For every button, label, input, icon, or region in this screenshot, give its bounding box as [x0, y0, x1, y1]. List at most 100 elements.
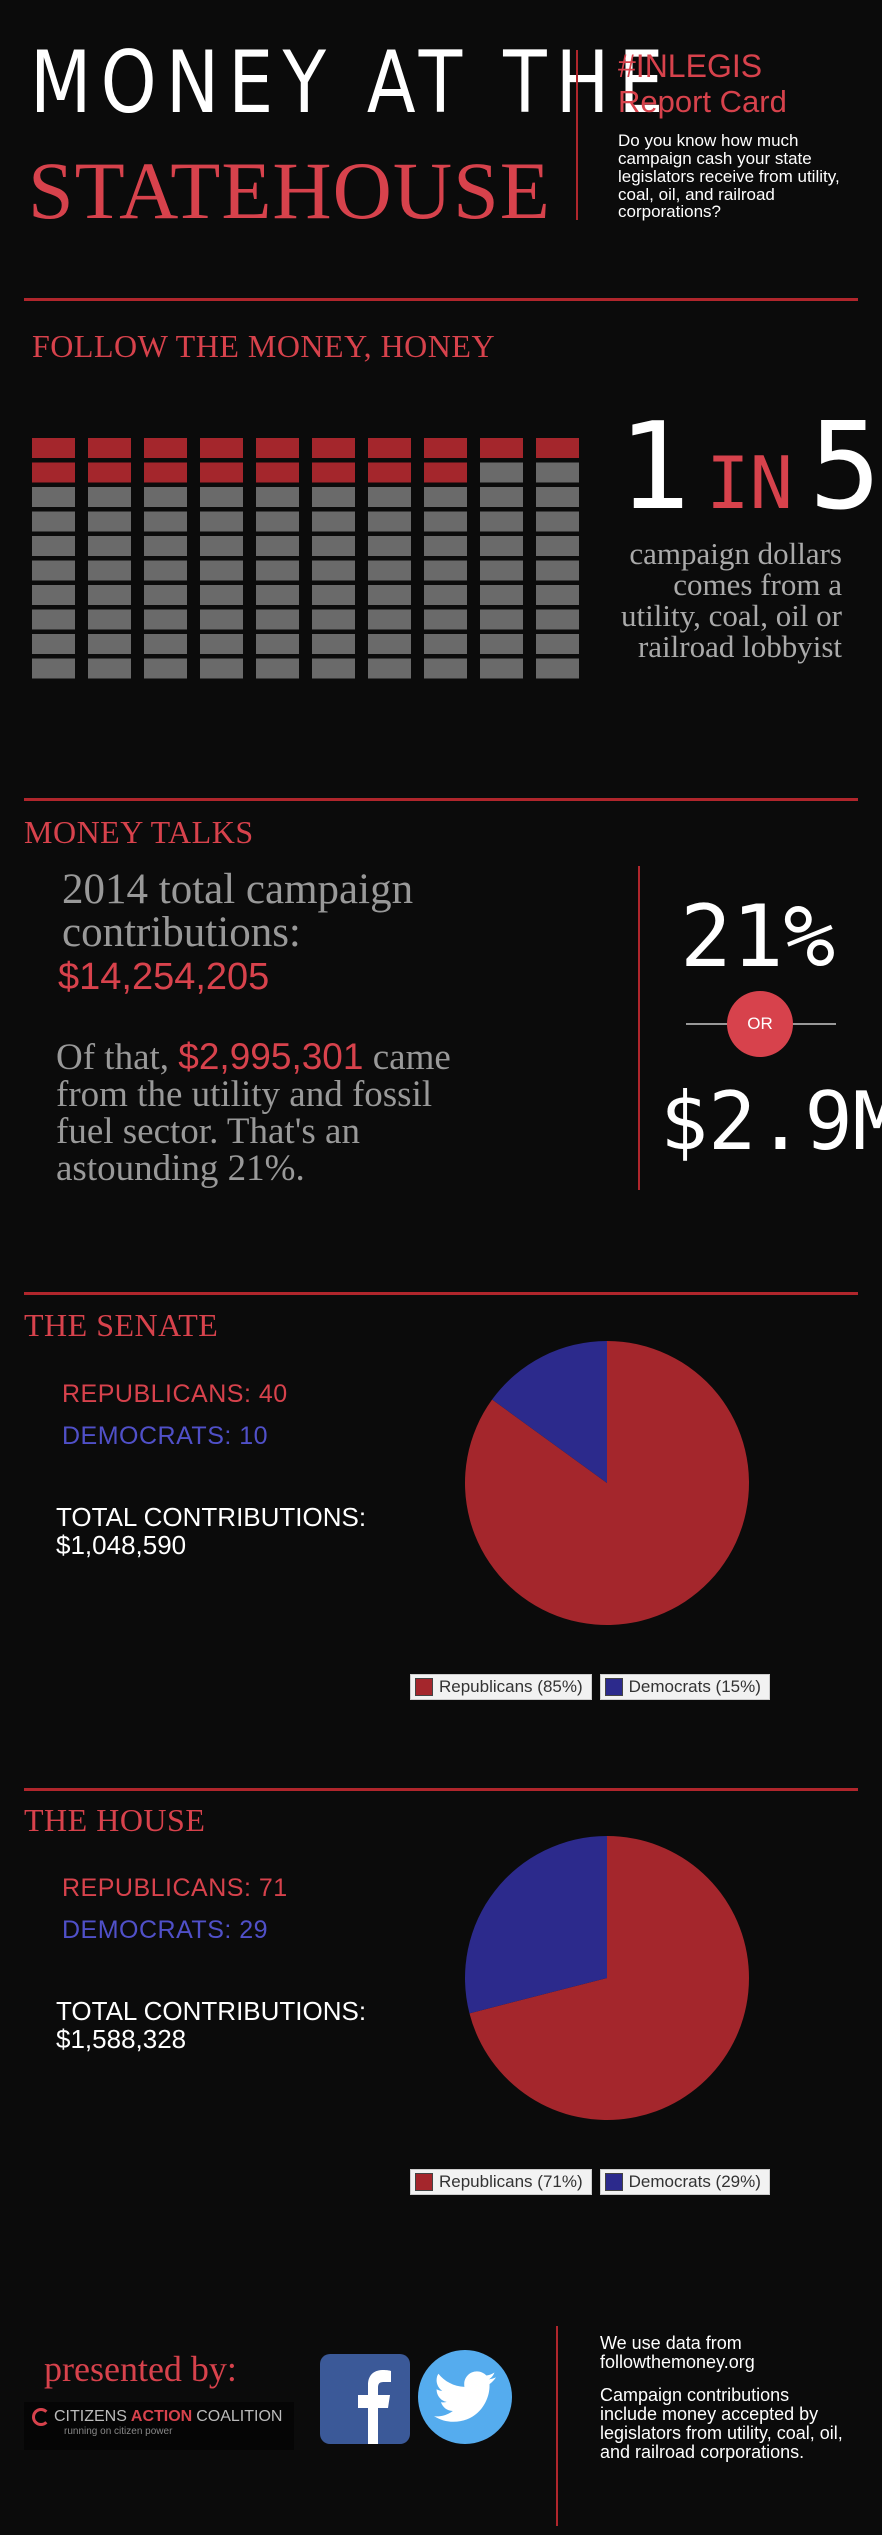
title-line-1: MONEY AT THE: [30, 33, 673, 133]
house-legend-democrats: Democrats (29%): [599, 2169, 770, 2195]
total-campaign-value: $14,254,205: [58, 956, 270, 998]
bar-segment-other: [536, 462, 579, 483]
bar-segment-other: [536, 585, 579, 605]
democrat-swatch: [604, 2173, 623, 2191]
logo-wordmark: CITIZENS ACTION COALITION: [32, 2408, 286, 2426]
bar-segment-other: [200, 536, 243, 556]
ratio-denominator: 5: [808, 398, 882, 537]
citizens-action-logo[interactable]: CITIZENS ACTION COALITION running on citiz…: [24, 2402, 294, 2450]
amount-figure: $2.9M: [660, 1075, 882, 1168]
house-total-value: $1,588,328: [56, 2024, 187, 2054]
republican-swatch: [415, 2173, 433, 2191]
bar-segment-other: [536, 658, 579, 679]
house-total-label: TOTAL CONTRIBUTIONS:: [56, 1996, 367, 2026]
bar-segment-other: [536, 487, 579, 507]
intro-text: Do you know how much campaign cash your …: [618, 131, 840, 222]
pie-slice-democrats: [465, 1836, 607, 2014]
of-that-text: Of that,: [56, 1037, 170, 1078]
bar-segment-other: [32, 511, 75, 532]
bar-segment-other: [256, 560, 299, 581]
house-legend-republicans: Republicans (71%): [410, 2169, 592, 2195]
logo-text-coalition: COALITION: [196, 2408, 283, 2425]
divider-4: [24, 1788, 858, 1791]
or-label: OR: [747, 1014, 773, 1033]
talks-divider: [638, 866, 640, 1190]
bar-segment-lobbyist: [312, 438, 355, 458]
divider-1: [24, 298, 858, 301]
senate-legend-republicans: Republicans (85%): [410, 1674, 592, 1700]
bar-segment-lobbyist: [536, 438, 579, 458]
talks-heading: MONEY TALKS: [24, 814, 254, 850]
facebook-glyph: [358, 2370, 391, 2444]
bar-segment-other: [480, 511, 523, 532]
bar-column-8: [424, 438, 467, 679]
bar-segment-other: [312, 634, 355, 654]
house-heading: THE HOUSE: [24, 1802, 206, 1838]
bar-column-10: [536, 438, 579, 679]
house-republicans: REPUBLICANS: 71: [62, 1874, 288, 1902]
bar-segment-other: [256, 585, 299, 605]
bar-column-1: [32, 438, 75, 679]
bar-segment-other: [368, 585, 411, 605]
bar-segment-other: [368, 658, 411, 679]
senate-legend-rep-label: Republicans (85%): [439, 1677, 583, 1696]
senate-legend: Republicans (85%) Democrats (15%): [410, 1674, 770, 1700]
facebook-icon[interactable]: [320, 2354, 410, 2444]
bar-segment-other: [144, 536, 187, 556]
dollar-bar-chart: [32, 438, 579, 679]
bar-segment-lobbyist: [144, 438, 187, 458]
footer-divider: [556, 2326, 558, 2526]
bar-segment-other: [424, 634, 467, 654]
house-legend-rep-label: Republicans (71%): [439, 2172, 583, 2191]
bar-segment-lobbyist: [200, 438, 243, 458]
house-pie-chart: [465, 1836, 749, 2120]
bar-segment-other: [424, 585, 467, 605]
bar-segment-other: [368, 487, 411, 507]
bar-segment-lobbyist: [144, 462, 187, 483]
senate-democrats: DEMOCRATS: 10: [62, 1422, 269, 1450]
bar-segment-other: [256, 658, 299, 679]
bar-segment-other: [312, 609, 355, 630]
bar-segment-other: [312, 585, 355, 605]
ratio-display: 1 IN 5: [618, 408, 881, 528]
bar-segment-other: [144, 634, 187, 654]
twitter-bird-glyph: [434, 2371, 496, 2422]
twitter-icon[interactable]: [418, 2350, 512, 2444]
senate-heading: THE SENATE: [24, 1307, 219, 1343]
report-card-title: Report Card: [618, 84, 787, 119]
bar-segment-other: [200, 560, 243, 581]
pie-slice-republicans: [464, 1341, 749, 1625]
bar-segment-other: [200, 511, 243, 532]
republican-swatch: [415, 1678, 433, 1696]
senate-legend-democrats: Democrats (15%): [599, 1674, 770, 1700]
house-legend: Republicans (71%) Democrats (29%): [410, 2169, 770, 2195]
bar-segment-other: [200, 585, 243, 605]
bar-segment-other: [88, 487, 131, 507]
bar-segment-other: [200, 487, 243, 507]
sector-text: came from the utility and fossil fuel se…: [56, 1037, 451, 1189]
ratio-numerator: 1: [618, 398, 691, 537]
bar-segment-lobbyist: [424, 462, 467, 483]
bar-segment-other: [424, 560, 467, 581]
bar-segment-lobbyist: [368, 462, 411, 483]
sector-paragraph: Of that, $2,995,301 came from the utilit…: [56, 1038, 496, 1187]
bar-segment-other: [424, 658, 467, 679]
bar-segment-other: [312, 560, 355, 581]
bar-segment-lobbyist: [480, 438, 523, 458]
democrat-swatch: [604, 1678, 623, 1696]
bar-segment-other: [480, 487, 523, 507]
bar-segment-other: [424, 536, 467, 556]
ratio-description: campaign dollars comes from a utility, c…: [621, 536, 842, 664]
follow-heading: FOLLOW THE MONEY, HONEY: [32, 328, 496, 364]
bar-segment-other: [88, 536, 131, 556]
bar-column-5: [256, 438, 299, 679]
bar-segment-other: [144, 560, 187, 581]
bar-segment-other: [256, 487, 299, 507]
bar-segment-other: [32, 536, 75, 556]
title-line-2: STATEHOUSE: [28, 145, 551, 236]
senate-total-label: TOTAL CONTRIBUTIONS:: [56, 1502, 367, 1532]
hashtag: #INLEGIS: [618, 48, 763, 84]
bar-segment-other: [368, 511, 411, 532]
bar-segment-other: [536, 634, 579, 654]
bar-segment-other: [144, 658, 187, 679]
